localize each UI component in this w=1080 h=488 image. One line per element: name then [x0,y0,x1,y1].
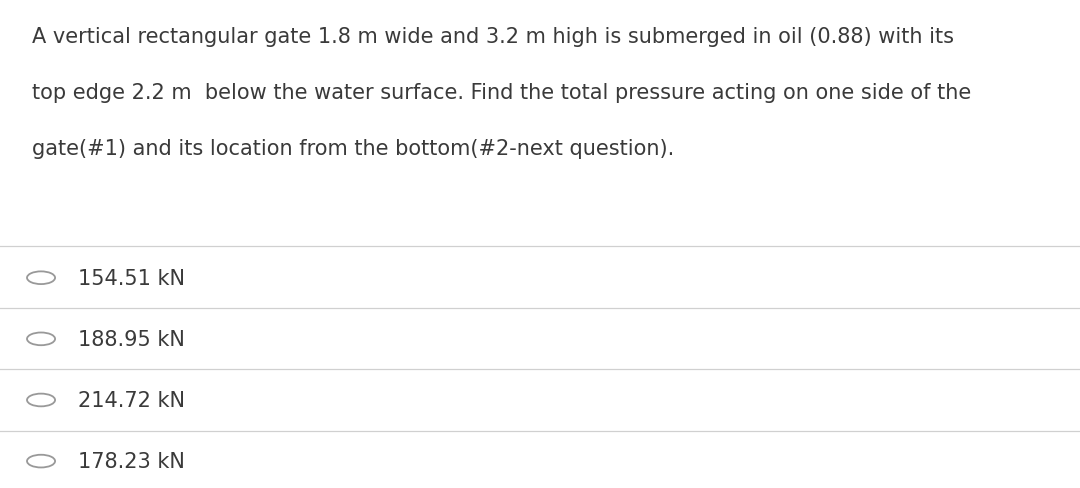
Text: 178.23 kN: 178.23 kN [78,451,185,471]
Text: 188.95 kN: 188.95 kN [78,329,185,349]
Text: 214.72 kN: 214.72 kN [78,390,185,410]
Text: 154.51 kN: 154.51 kN [78,268,185,288]
Text: A vertical rectangular gate 1.8 m wide and 3.2 m high is submerged in oil (0.88): A vertical rectangular gate 1.8 m wide a… [32,27,955,47]
Text: top edge 2.2 m  below the water surface. Find the total pressure acting on one s: top edge 2.2 m below the water surface. … [32,83,972,103]
Text: gate(#1) and its location from the bottom(#2-next question).: gate(#1) and its location from the botto… [32,139,675,159]
